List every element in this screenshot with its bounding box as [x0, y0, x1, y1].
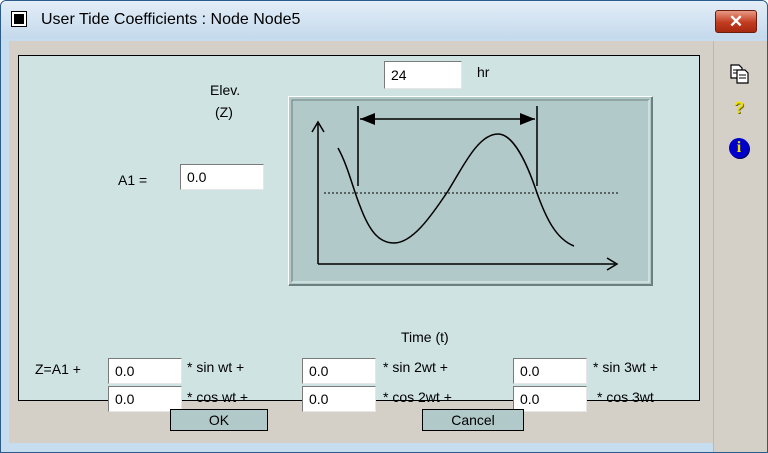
window-title: User Tide Coefficients : Node Node5 [41, 11, 301, 28]
time-axis-label: Time (t) [401, 329, 449, 345]
close-button[interactable]: ✕ [715, 10, 757, 33]
cos-wt-label: * cos wt + [187, 389, 249, 405]
sin-2wt-input[interactable] [302, 358, 376, 384]
diagram-background [288, 96, 653, 286]
help-icon: ? [733, 98, 745, 117]
elevation-symbol-label: (Z) [215, 104, 233, 120]
copy-button[interactable] [726, 61, 752, 87]
close-icon: ✕ [728, 12, 744, 31]
period-input[interactable] [384, 61, 462, 89]
coefficients-panel: hr Elev. (Z) [18, 55, 700, 412]
cos-3wt-label: * cos 3wt [597, 389, 654, 405]
info-icon-glyph: i [736, 139, 742, 156]
sin-3wt-input[interactable] [513, 358, 587, 384]
sin-2wt-label: * sin 2wt + [383, 359, 448, 375]
sin-wt-input[interactable] [108, 358, 182, 384]
cancel-button[interactable]: Cancel [422, 409, 524, 431]
title-bar[interactable]: User Tide Coefficients : Node Node5 ✕ [1, 1, 767, 39]
a1-input[interactable] [180, 164, 264, 190]
sin-3wt-label: * sin 3wt + [593, 359, 658, 375]
equation-prefix: Z=A1 + [35, 361, 81, 377]
sin-wt-label: * sin wt + [187, 359, 245, 375]
cos-3wt-input[interactable] [513, 386, 587, 412]
cos-2wt-input[interactable] [302, 386, 376, 412]
ok-button[interactable]: OK [170, 409, 268, 431]
side-toolbar: ? i [713, 41, 767, 452]
info-icon: i [729, 138, 749, 158]
elevation-label: Elev. [210, 82, 241, 98]
info-button[interactable]: i [726, 135, 752, 161]
help-button[interactable]: ? [726, 95, 752, 121]
tide-curve [337, 133, 575, 247]
cos-2wt-label: * cos 2wt + [383, 389, 452, 405]
tide-diagram [288, 96, 653, 286]
window-icon [11, 11, 27, 27]
period-unit-label: hr [477, 64, 490, 80]
copy-icon [730, 64, 749, 84]
cos-wt-input[interactable] [108, 386, 182, 412]
dialog-client-area: hr Elev. (Z) [9, 41, 713, 443]
a1-label: A1 = [118, 172, 148, 188]
